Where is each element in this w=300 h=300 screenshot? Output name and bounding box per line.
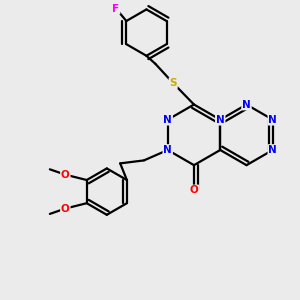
Text: O: O [61, 204, 70, 214]
Text: N: N [268, 115, 277, 125]
Text: N: N [164, 115, 172, 125]
Text: N: N [164, 145, 172, 155]
Text: N: N [216, 115, 225, 125]
Text: O: O [61, 170, 70, 180]
Text: F: F [112, 4, 119, 14]
Text: N: N [242, 100, 251, 110]
Text: N: N [268, 145, 277, 155]
Text: O: O [190, 185, 198, 195]
Text: S: S [169, 78, 177, 88]
